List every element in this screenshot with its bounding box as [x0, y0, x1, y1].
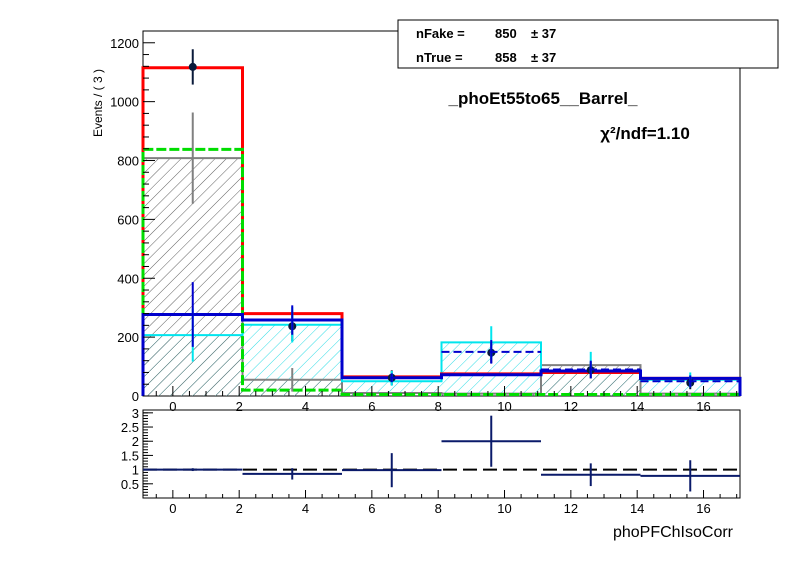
ratio-x-tick-label: 0 — [169, 501, 176, 516]
y-tick-label: 1000 — [110, 95, 139, 110]
x-tick-label: 6 — [368, 399, 375, 414]
legend-fake-err: ± 37 — [531, 26, 556, 41]
legend-fake-value: 850 — [495, 26, 517, 41]
ratio-point-4 — [541, 463, 641, 487]
y-tick-label: 1200 — [110, 36, 139, 51]
ratio-x-tick-label: 8 — [435, 501, 442, 516]
point-fake-dashed-points-1 — [242, 305, 342, 335]
ratio-x-tick-label: 16 — [696, 501, 710, 516]
ratio-y-tick-label: 2.5 — [121, 420, 139, 435]
ratio-plot-frame — [142, 409, 741, 499]
ratio-x-tick-label: 2 — [236, 501, 243, 516]
x-tick-label: 2 — [236, 399, 243, 414]
y-tick-label: 600 — [117, 212, 139, 227]
ratio-y-tick-label: 1.5 — [121, 448, 139, 463]
hist-true-component — [141, 147, 742, 397]
ratio-y-tick-label: 2 — [132, 434, 139, 449]
ratio-point-5 — [640, 460, 740, 492]
chi2-label: χ²/ndf=1.10 — [600, 124, 690, 143]
ratio-y-tick-label: 0.5 — [121, 477, 139, 492]
ratio-point-3 — [441, 415, 541, 467]
point-fake-dashed-points-4 — [541, 360, 641, 379]
point-fake-dashed-points-3 — [441, 340, 541, 364]
ratio-x-tick-label: 6 — [368, 501, 375, 516]
ratio-y-tick-label: 3 — [132, 406, 139, 421]
true-template-hatch-2 — [342, 393, 442, 396]
y-tick-label: 200 — [117, 330, 139, 345]
ratio-point-1 — [242, 468, 342, 480]
ratio-x-tick-label: 10 — [497, 501, 511, 516]
ratio-point-0 — [143, 468, 243, 472]
true-template-hatch-5 — [640, 393, 740, 396]
ratio-x-tick-label: 12 — [564, 501, 578, 516]
x-tick-label: 10 — [497, 399, 511, 414]
y-tick-label: 800 — [117, 154, 139, 169]
x-tick-label: 0 — [169, 399, 176, 414]
x-tick-label: 12 — [564, 399, 578, 414]
legend-fake-label: nFake = — [416, 26, 465, 41]
x-tick-label: 4 — [302, 399, 309, 414]
legend-true-label: nTrue = — [416, 50, 463, 65]
x-tick-label: 14 — [630, 399, 644, 414]
legend-true-value: 858 — [495, 50, 517, 65]
y-axis-title: Events / ( 3 ) — [91, 69, 105, 137]
point-fake-dashed-points-0 — [143, 282, 243, 347]
legend-box — [397, 19, 779, 69]
x-axis-title: phoPFChIsoCorr — [613, 524, 734, 541]
ratio-x-tick-label: 4 — [302, 501, 309, 516]
ratio-x-tick-label: 14 — [630, 501, 644, 516]
plot-title: _phoEt55to65__Barrel_ — [448, 89, 639, 108]
point-fake-dashed-points-2 — [342, 373, 442, 383]
y-tick-label: 0 — [132, 389, 139, 404]
point-data-0 — [188, 49, 197, 85]
point-fake-dashed-points-5 — [640, 375, 740, 388]
ratio-y-tick-label: 1 — [132, 463, 139, 478]
data-marker — [188, 62, 197, 71]
ratio-point-2 — [342, 453, 442, 488]
x-tick-label: 8 — [435, 399, 442, 414]
x-tick-label: 16 — [696, 399, 710, 414]
legend-true-err: ± 37 — [531, 50, 556, 65]
y-tick-label: 400 — [117, 271, 139, 286]
